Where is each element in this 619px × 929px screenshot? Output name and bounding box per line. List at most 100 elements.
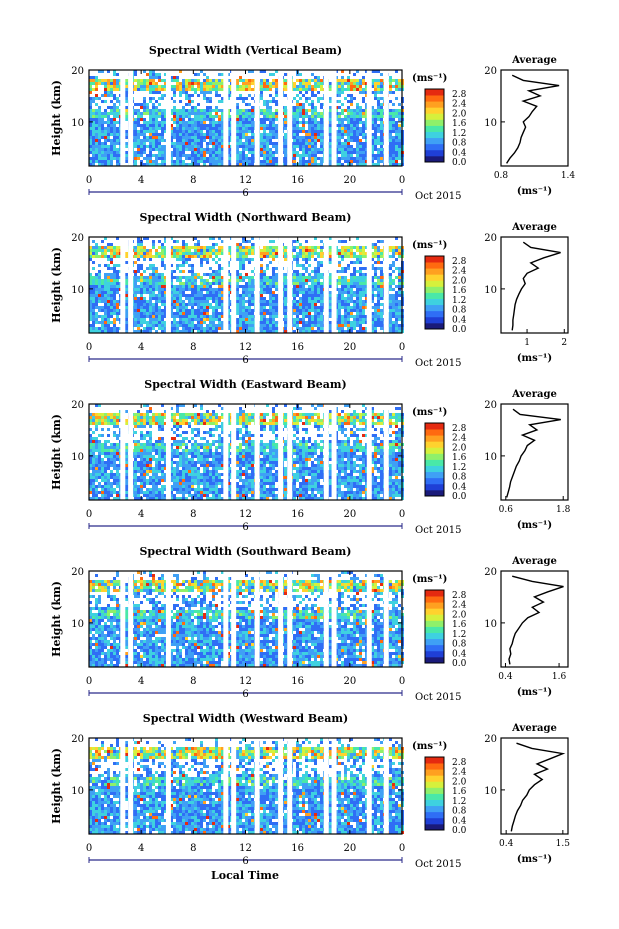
heatmap-cell — [134, 109, 137, 112]
heatmap-cell — [251, 237, 254, 240]
heatmap-cell — [161, 282, 164, 285]
heatmap-cell — [362, 130, 365, 133]
heatmap-cell — [173, 246, 176, 249]
heatmap-cell — [377, 85, 380, 88]
heatmap-cell — [155, 267, 158, 270]
heatmap-cell — [296, 139, 299, 142]
heatmap-cell — [320, 118, 323, 121]
heatmap-cell — [251, 82, 254, 85]
heatmap-cell — [296, 240, 299, 243]
heatmap-cell — [200, 154, 203, 157]
heatmap-cell — [215, 276, 218, 279]
heatmap-cell — [89, 130, 92, 133]
heatmap-cell — [329, 85, 332, 88]
heatmap-cell — [104, 309, 107, 312]
heatmap-cell — [101, 157, 104, 160]
heatmap-cell — [392, 315, 395, 318]
heatmap-cell — [209, 160, 212, 163]
heatmap-cell — [98, 127, 101, 130]
heatmap-cell — [239, 249, 242, 252]
heatmap-cell — [188, 154, 191, 157]
heatmap-cell — [125, 291, 128, 294]
heatmap-cell — [248, 103, 251, 106]
heatmap-cell — [338, 160, 341, 163]
heatmap-cell — [269, 279, 272, 282]
heatmap-cell — [125, 288, 128, 291]
heatmap-cell — [263, 246, 266, 249]
heatmap-cell — [191, 312, 194, 315]
heatmap-cell — [146, 88, 149, 91]
heatmap-cell — [221, 136, 224, 139]
heatmap-cell — [395, 124, 398, 127]
heatmap-cell — [350, 306, 353, 309]
heatmap-cell — [371, 145, 374, 148]
heatmap-cell — [227, 130, 230, 133]
heatmap-cell — [203, 157, 206, 160]
heatmap-cell — [302, 318, 305, 321]
heatmap-cell — [338, 318, 341, 321]
heatmap-cell — [251, 309, 254, 312]
heatmap-cell — [182, 160, 185, 163]
heatmap-cell — [239, 151, 242, 154]
heatmap-cell — [188, 264, 191, 267]
heatmap-cell — [350, 276, 353, 279]
heatmap-cell — [275, 300, 278, 303]
heatmap-cell — [134, 291, 137, 294]
heatmap-cell — [266, 300, 269, 303]
heatmap-cell — [212, 163, 215, 166]
heatmap-cell — [374, 133, 377, 136]
heatmap-cell — [341, 258, 344, 261]
heatmap-cell — [212, 273, 215, 276]
heatmap-cell — [314, 112, 317, 115]
heatmap-cell — [269, 73, 272, 76]
heatmap-cell — [146, 315, 149, 318]
heatmap-cell — [314, 136, 317, 139]
heatmap-cell — [182, 294, 185, 297]
heatmap-cell — [197, 273, 200, 276]
heatmap-cell — [317, 261, 320, 264]
heatmap-cell — [134, 255, 137, 258]
heatmap-cell — [194, 282, 197, 285]
heatmap-cell — [269, 282, 272, 285]
heatmap-cell — [398, 285, 401, 288]
heatmap-cell — [305, 276, 308, 279]
heatmap-cell — [245, 112, 248, 115]
heatmap-cell — [134, 127, 137, 130]
heatmap-cell — [92, 279, 95, 282]
heatmap-cell — [113, 127, 116, 130]
heatmap-cell — [374, 312, 377, 315]
heatmap-cell — [329, 279, 332, 282]
heatmap-cell — [392, 127, 395, 130]
heatmap-cell — [362, 88, 365, 91]
heatmap-cell — [380, 124, 383, 127]
heatmap-cell — [149, 124, 152, 127]
heatmap-cell — [362, 267, 365, 270]
heatmap-cell — [299, 285, 302, 288]
heatmap-cell — [356, 279, 359, 282]
heatmap-cell — [380, 297, 383, 300]
heatmap-cell — [299, 303, 302, 306]
heatmap-cell — [197, 154, 200, 157]
heatmap-cell — [173, 100, 176, 103]
heatmap-cell — [272, 258, 275, 261]
heatmap-cell — [305, 112, 308, 115]
heatmap-cell — [365, 163, 368, 166]
heatmap-cell — [92, 127, 95, 130]
heatmap-cell — [188, 157, 191, 160]
heatmap-cell — [221, 82, 224, 85]
heatmap-cell — [110, 243, 113, 246]
heatmap-cell — [272, 282, 275, 285]
heatmap-cell — [152, 79, 155, 82]
heatmap-cell — [314, 145, 317, 148]
heatmap-cell — [104, 252, 107, 255]
heatmap-cell — [377, 163, 380, 166]
heatmap-cell — [308, 163, 311, 166]
heatmap-cell — [296, 273, 299, 276]
heatmap-cell — [92, 294, 95, 297]
heatmap-cell — [188, 121, 191, 124]
heatmap-cell — [293, 136, 296, 139]
heatmap-cell — [116, 157, 119, 160]
heatmap-cell — [302, 258, 305, 261]
heatmap-cell — [98, 294, 101, 297]
heatmap-cell — [320, 309, 323, 312]
